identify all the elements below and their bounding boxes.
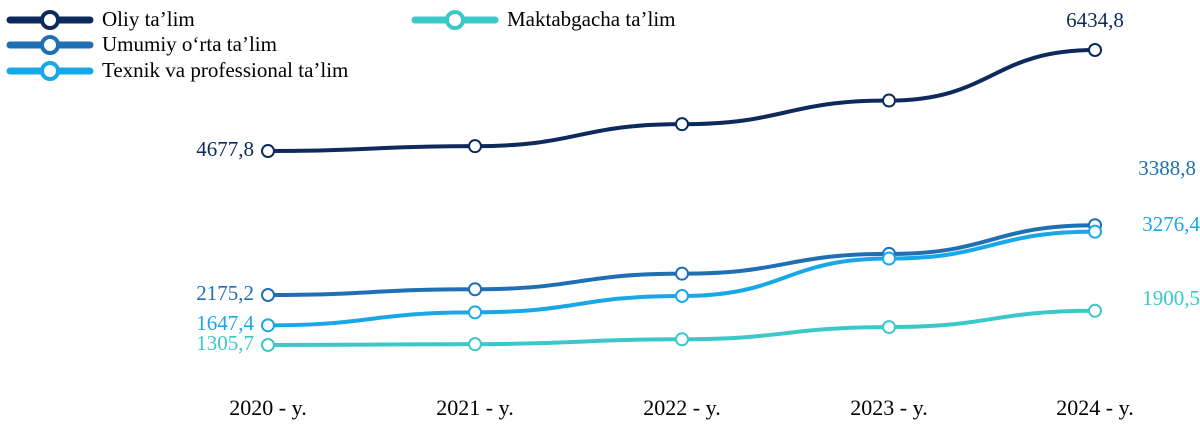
- data-label: 1900,5: [1142, 286, 1200, 310]
- data-label: 4677,8: [196, 137, 254, 161]
- point: [882, 251, 896, 266]
- point: [675, 288, 689, 303]
- data-label: 6434,8: [1066, 8, 1124, 32]
- series-line: [267, 48, 1096, 154]
- series-line: [267, 223, 1096, 297]
- x-tick-label: 2023 - y.: [850, 395, 927, 420]
- legend-label: Umumiy o‘rta ta’lim: [102, 32, 277, 56]
- data-label: 1647,4: [196, 311, 254, 335]
- legend-label: Oliy ta’lim: [102, 7, 195, 31]
- legend-label: Texnik va professional ta’lim: [102, 58, 348, 82]
- point: [468, 337, 482, 352]
- point: [882, 93, 896, 108]
- point: [1088, 43, 1102, 57]
- point: [675, 117, 689, 132]
- legend-marker: [40, 35, 60, 55]
- data-label: 3388,8: [1138, 156, 1196, 180]
- x-tick-label: 2020 - y.: [229, 395, 306, 420]
- point: [1088, 224, 1102, 239]
- x-tick-label: 2022 - y.: [643, 395, 720, 420]
- point: [675, 266, 689, 281]
- point: [261, 318, 275, 333]
- point: [468, 139, 482, 154]
- legend-label: Maktabgacha ta’lim: [507, 7, 676, 31]
- legend-marker: [40, 61, 60, 81]
- legend-marker: [445, 10, 465, 30]
- data-label: 2175,2: [196, 281, 254, 305]
- point: [1088, 303, 1102, 318]
- legend-marker: [40, 10, 60, 30]
- data-label: 1305,7: [196, 331, 254, 355]
- point: [261, 287, 275, 302]
- point: [675, 332, 689, 347]
- data-label: 3276,4: [1142, 212, 1200, 236]
- point: [468, 282, 482, 297]
- point: [261, 144, 275, 159]
- point: [468, 305, 482, 320]
- x-tick-label: 2021 - y.: [436, 395, 513, 420]
- x-tick-label: 2024 - y.: [1056, 395, 1133, 420]
- point: [261, 338, 275, 352]
- point: [882, 320, 896, 335]
